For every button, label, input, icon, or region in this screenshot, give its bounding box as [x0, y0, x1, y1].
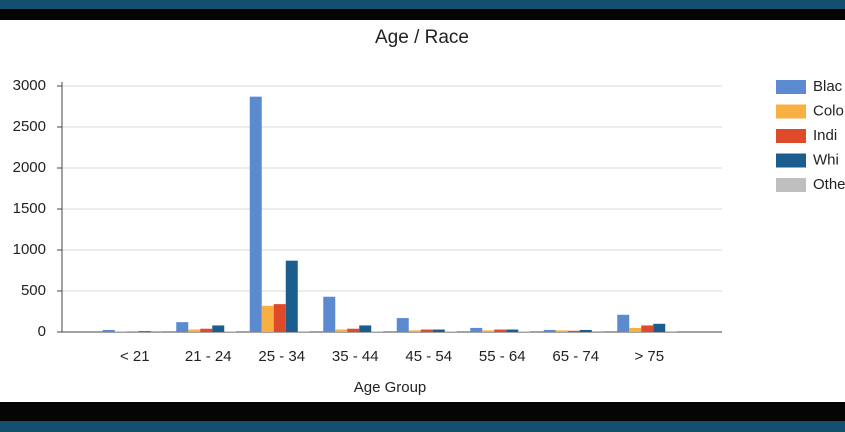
bar	[470, 327, 483, 332]
x-tick-label: 55 - 64	[479, 348, 526, 365]
bottom-bar	[0, 402, 845, 421]
bar	[579, 329, 592, 332]
bar	[506, 329, 519, 332]
legend-label: Colo	[813, 102, 844, 119]
legend-swatch	[776, 129, 806, 143]
legend-swatch	[776, 178, 806, 192]
bar	[261, 305, 274, 332]
x-tick-label: 65 - 74	[552, 348, 599, 365]
legend-label: Othe	[813, 176, 845, 193]
bottom-band	[0, 421, 845, 432]
bar	[285, 260, 298, 332]
bar	[200, 328, 213, 332]
bar	[665, 331, 678, 332]
bar	[555, 330, 568, 332]
x-axis-label: Age Group	[354, 379, 427, 396]
bar	[482, 330, 495, 332]
bar	[297, 331, 310, 332]
y-tick-label: 2500	[13, 118, 46, 135]
bar	[102, 329, 115, 332]
bar	[188, 329, 201, 332]
bar	[396, 318, 409, 332]
y-tick-label: 0	[38, 323, 46, 340]
y-tick-label: 3000	[13, 77, 46, 94]
bar	[543, 329, 556, 332]
x-tick-label: < 21	[120, 348, 150, 365]
bar	[323, 296, 336, 332]
bar	[138, 331, 151, 332]
y-tick-label: 1500	[13, 200, 46, 217]
legend-label: Indi	[813, 127, 837, 144]
bar	[359, 325, 372, 332]
top-band	[0, 0, 845, 9]
x-tick-label: 25 - 34	[258, 348, 305, 365]
bar	[335, 329, 348, 332]
bar	[653, 323, 666, 332]
bar	[641, 325, 654, 332]
legend-label: Whi	[813, 151, 839, 168]
x-tick-label: > 75	[634, 348, 664, 365]
bar	[432, 329, 445, 332]
x-tick-label: 35 - 44	[332, 348, 379, 365]
bar	[212, 325, 225, 332]
bar	[567, 330, 580, 332]
legend-swatch	[776, 104, 806, 119]
bar	[408, 330, 421, 332]
legend-swatch	[776, 153, 806, 168]
bar	[494, 329, 507, 332]
bar	[347, 328, 360, 332]
bar	[420, 329, 433, 332]
top-bar	[0, 9, 845, 20]
legend-swatch	[776, 80, 806, 94]
bar	[273, 304, 286, 332]
bar	[629, 327, 642, 332]
x-tick-label: 21 - 24	[185, 348, 232, 365]
y-tick-label: 2000	[13, 159, 46, 176]
legend-label: Blac	[813, 78, 843, 95]
bar	[249, 96, 262, 332]
bar	[176, 322, 189, 332]
y-tick-label: 1000	[13, 241, 46, 258]
bar	[617, 314, 630, 332]
x-tick-label: 45 - 54	[405, 348, 452, 365]
chart-title: Age / Race	[375, 27, 469, 48]
y-tick-label: 500	[21, 282, 46, 299]
